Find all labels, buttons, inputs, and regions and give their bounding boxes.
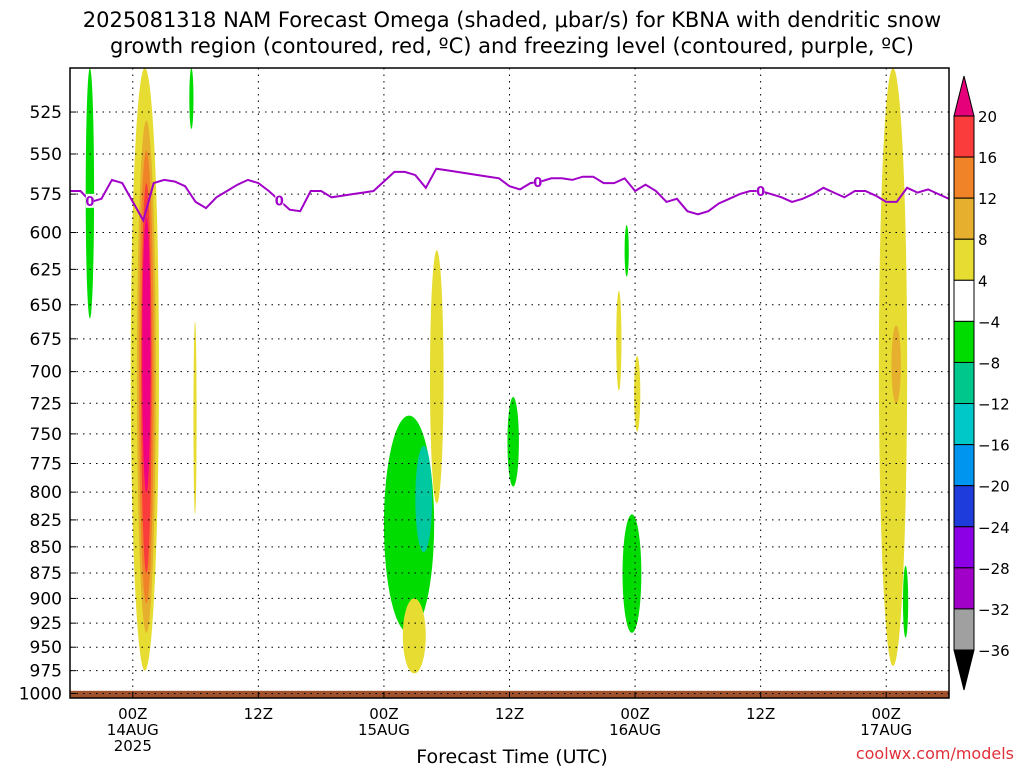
omega-region-green [902, 565, 909, 638]
omega-region-yellow [193, 321, 197, 515]
y-tick-label: 700 [30, 363, 62, 383]
omega-region-green [622, 514, 642, 633]
colorbar-swatch [953, 320, 975, 363]
y-tick-label: 775 [30, 454, 62, 474]
y-tick-label: 575 [30, 185, 62, 205]
plot-frame [69, 67, 950, 699]
y-tick-label: 975 [30, 662, 62, 682]
x-tick-label: 00Z [872, 705, 901, 723]
colorbar: 20 16 12 8 4 −4 −8 −12 −16 −20 −24 −28 −32 −36 [953, 75, 1010, 691]
colorbar-label: −12 [978, 396, 1010, 414]
colorbar-swatch [953, 238, 975, 281]
omega-region-yellow [402, 598, 426, 674]
colorbar-swatch [953, 403, 975, 446]
colorbar-label: 8 [978, 231, 988, 249]
y-axis-ticks: 525 550 575 600 625 650 675 700 725 750 775 800 825 8… [19, 103, 76, 704]
freezing-level-label: 0 [533, 176, 542, 191]
omega-region-green [624, 224, 629, 277]
colorbar-swatch [953, 361, 975, 405]
colorbar-label: −32 [978, 601, 1010, 619]
contour-label-bg [85, 193, 94, 208]
omega-region-green [85, 68, 95, 319]
omega-region-green [189, 68, 194, 130]
colorbar-label: −4 [978, 313, 1000, 331]
colorbar-label: −16 [978, 437, 1010, 455]
x-tick-label: 12Z [495, 705, 524, 723]
contour-label-bg [275, 193, 284, 208]
y-tick-label: 950 [30, 638, 62, 658]
colorbar-label: −8 [978, 354, 1000, 372]
colorbar-swatch [953, 197, 975, 240]
y-tick-label: 925 [30, 614, 62, 634]
colorbar-label: 12 [978, 190, 997, 208]
y-tick-label: 525 [30, 103, 62, 123]
omega-region-yellow [616, 290, 622, 391]
omega-region-green [507, 397, 519, 487]
colorbar-label: 16 [978, 149, 997, 167]
y-tick-label: 825 [30, 511, 62, 531]
colorbar-swatch [953, 485, 975, 528]
y-tick-label: 725 [30, 394, 62, 414]
colorbar-swatch [953, 444, 975, 487]
colorbar-swatch [953, 526, 975, 569]
x-axis-label: Forecast Time (UTC) [416, 746, 608, 768]
y-tick-label: 625 [30, 260, 62, 280]
chart-title-line2: growth region (contoured, red, ºC) and f… [110, 34, 914, 58]
x-tick-label: 00Z [369, 705, 398, 723]
colorbar-swatch [953, 279, 975, 322]
y-tick-label: 600 [30, 224, 62, 244]
colorbar-swatch [953, 156, 975, 199]
y-tick-label: 800 [30, 483, 62, 503]
colorbar-label: 20 [978, 108, 997, 126]
grid-layer [70, 68, 949, 698]
colorbar-label: 4 [978, 272, 988, 290]
y-tick-label: 1000 [19, 684, 62, 704]
omega-shading-layer [85, 68, 909, 674]
omega-region-yellow [429, 250, 444, 504]
x-tick-label: 12Z [746, 705, 775, 723]
colorbar-swatch [953, 115, 975, 158]
contour-label-bg [756, 183, 765, 198]
credit-text: coolwx.com/models [855, 744, 1014, 763]
colorbar-swatch [953, 567, 975, 610]
colorbar-top-arrow [953, 75, 975, 117]
y-tick-label: 850 [30, 538, 62, 558]
freezing-level-layer: 0 0 0 0 [70, 167, 949, 223]
y-tick-label: 650 [30, 296, 62, 316]
y-tick-label: 900 [30, 589, 62, 609]
x-tick-label: 15AUG [358, 721, 410, 739]
x-tick-label: 2025 [114, 737, 152, 755]
omega-region-teal [415, 445, 433, 553]
colorbar-label: −20 [978, 478, 1010, 496]
x-tick-label: 17AUG [860, 721, 912, 739]
x-tick-label: 16AUG [609, 721, 661, 739]
colorbar-bottom-arrow [953, 649, 975, 691]
freezing-level-label: 0 [85, 195, 94, 210]
freezing-level-label: 0 [275, 194, 284, 209]
y-tick-label: 550 [30, 145, 62, 165]
colorbar-label: −24 [978, 519, 1010, 537]
y-tick-label: 675 [30, 330, 62, 350]
x-tick-label: 00Z [620, 705, 649, 723]
colorbar-label: −28 [978, 560, 1010, 578]
y-tick-label: 750 [30, 425, 62, 445]
omega-region-gold [891, 325, 901, 404]
x-tick-label: 00Z [118, 705, 147, 723]
omega-region-yellow [634, 356, 641, 432]
contour-label-bg [533, 174, 542, 189]
x-tick-label: 14AUG [107, 721, 159, 739]
y-tick-label: 875 [30, 564, 62, 584]
freezing-level-label: 0 [756, 185, 765, 200]
x-tick-label: 12Z [244, 705, 273, 723]
chart-title-line1: 2025081318 NAM Forecast Omega (shaded, μ… [82, 8, 942, 32]
colorbar-label: −36 [978, 642, 1010, 660]
omega-region-magenta [142, 217, 151, 493]
colorbar-swatch [953, 608, 975, 651]
freezing-level-contour [70, 167, 949, 223]
